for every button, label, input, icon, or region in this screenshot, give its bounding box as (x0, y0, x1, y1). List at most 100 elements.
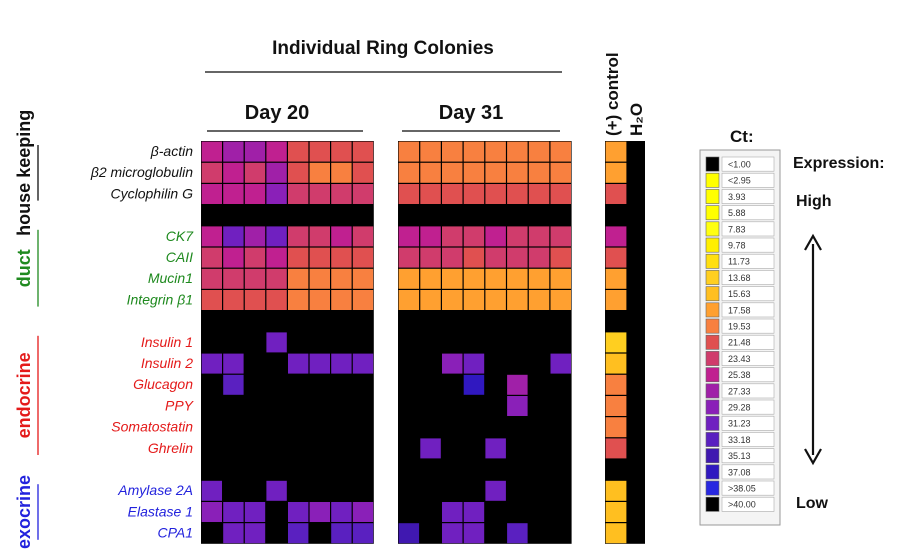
heatmap-cell (420, 141, 441, 162)
positive-control-label: (+) control (603, 52, 622, 136)
heatmap-cell (507, 247, 528, 268)
legend-swatch (705, 383, 720, 399)
heatmap-cell (288, 247, 309, 268)
heatmap-cell (485, 290, 506, 310)
heatmap-cell (442, 523, 463, 544)
legend-value-box (721, 464, 775, 480)
heatmap-cell (331, 247, 352, 268)
legend-swatch (705, 415, 720, 431)
heatmap-cell (528, 247, 550, 268)
heatmap-cell (352, 502, 374, 522)
heatmap-cell (507, 268, 528, 289)
legend-value: 33.18 (728, 435, 751, 445)
legend-value-box (721, 367, 775, 383)
legend-value-box (721, 334, 775, 350)
heatmap-cell (605, 141, 627, 162)
heatmap-cell (223, 162, 244, 183)
heatmap-cell (352, 247, 374, 268)
heatmap-cell (223, 226, 244, 247)
heatmap-cell (507, 290, 528, 310)
day20-label: Day 20 (245, 102, 310, 124)
heatmap-cell (223, 184, 244, 204)
heatmap-cell (352, 226, 374, 247)
heatmap-cell (605, 290, 627, 310)
heatmap-cell (398, 268, 420, 289)
heatmap-cell (550, 184, 571, 204)
heatmap-cell (398, 523, 420, 544)
heatmap-cell (507, 141, 528, 162)
row-group-labels: house keeping duct endocrine exocrine (14, 110, 39, 549)
heatmap-cell (398, 226, 420, 247)
gene-label: Integrin β1 (127, 291, 193, 307)
heatmap-cell (309, 162, 330, 183)
legend-swatch (705, 253, 720, 269)
heatmap-cell (288, 268, 309, 289)
gene-label: Amylase 2A (117, 482, 193, 498)
heatmap-cell (266, 332, 287, 353)
legend-value: 19.53 (728, 322, 751, 332)
legend-value-box (721, 432, 775, 447)
legend-value-box (721, 318, 775, 334)
heatmap-cell (244, 290, 266, 310)
heatmap-cell (605, 247, 627, 268)
heatmap-cell (605, 353, 627, 374)
legend-value: 7.83 (728, 224, 746, 234)
heatmap-cell (288, 523, 309, 544)
heatmap-cell (463, 268, 485, 289)
heatmap-cell (288, 184, 309, 204)
heatmap-cell (288, 162, 309, 183)
heatmap-cell (244, 184, 266, 204)
heatmap-cell (550, 353, 571, 374)
legend-value: 15.63 (728, 289, 751, 299)
heatmap-cell (288, 226, 309, 247)
heatmap-cell (201, 226, 222, 247)
heatmap-cell (309, 502, 330, 522)
heatmap (201, 141, 645, 544)
gene-label: Elastase 1 (128, 503, 193, 519)
heatmap-cell (201, 353, 222, 374)
heatmap-cell (485, 268, 506, 289)
legend-swatch (705, 334, 720, 350)
gene-label: Mucin1 (148, 270, 193, 286)
chart-title: Individual Ring Colonies (272, 38, 494, 59)
gene-label: Somatostatin (111, 419, 193, 435)
low-label: Low (796, 495, 829, 512)
legend-swatch (705, 205, 720, 221)
heatmap-cell (485, 247, 506, 268)
heatmap-cell (266, 141, 287, 162)
legend-swatch (705, 448, 720, 464)
legend-swatch (705, 189, 720, 204)
heatmap-cell (223, 141, 244, 162)
heatmap-cell (201, 141, 222, 162)
legend-value: 29.28 (728, 403, 751, 413)
high-label: High (796, 193, 832, 210)
heatmap-cell (352, 523, 374, 544)
heatmap-cell (201, 502, 222, 522)
heatmap-cell (223, 502, 244, 522)
heatmap-cell (463, 247, 485, 268)
heatmap-cell (420, 290, 441, 310)
heatmap-cell (420, 184, 441, 204)
heatmap-cell (507, 162, 528, 183)
legend-swatch (705, 318, 720, 334)
heatmap-cell (528, 226, 550, 247)
heatmap-cell (331, 268, 352, 289)
heatmap-cell (485, 226, 506, 247)
legend-value-box (721, 480, 775, 496)
heatmap-cell (463, 226, 485, 247)
legend-swatch (705, 464, 720, 480)
heatmap-cell (605, 417, 627, 438)
heatmap-cell (463, 502, 485, 522)
heatmap-cell (331, 290, 352, 310)
heatmap-cell (223, 290, 244, 310)
legend-swatch (705, 367, 720, 383)
heatmap-cell (605, 502, 627, 522)
legend-bins: <1.00 <2.95 3.93 5.88 7.83 9.78 11.73 13.68 15.6… (705, 156, 775, 512)
legend-swatch (705, 432, 720, 447)
legend-value: 37.08 (728, 467, 751, 477)
heatmap-cell (420, 162, 441, 183)
heatmap-cell (352, 290, 374, 310)
heatmap-cell (442, 162, 463, 183)
heatmap-cell (463, 290, 485, 310)
heatmap-cell (550, 141, 571, 162)
